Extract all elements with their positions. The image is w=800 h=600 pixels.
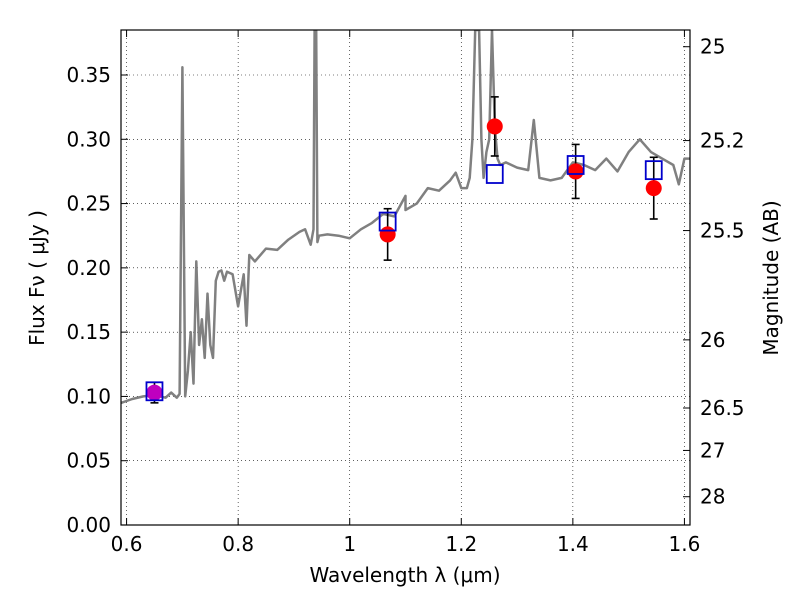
y2-tick-label: 25.2 xyxy=(700,129,745,153)
y2-tick-label: 26.5 xyxy=(700,396,745,420)
x-tick-label: 0.6 xyxy=(111,532,143,556)
axis-tick-labels: 0.6 0.8 1 1.2 1.4 1.6 0.00 0.05 0.10 0.15 0.20 0.25… xyxy=(66,35,744,556)
y-tick-label: 0.05 xyxy=(66,449,111,473)
y-axis-title: Flux Fν ( μJy ) xyxy=(25,210,49,346)
y2-axis-title: Magnitude (AB) xyxy=(759,200,783,355)
y2-tick-label: 28 xyxy=(700,485,725,509)
x-tick-label: 1 xyxy=(343,532,356,556)
y2-tick-label: 26 xyxy=(700,328,725,352)
y2-tick-label: 25 xyxy=(700,35,725,59)
y2-tick-label: 27 xyxy=(700,438,725,462)
model-square xyxy=(145,381,164,402)
y-tick-label: 0.35 xyxy=(66,63,111,87)
x-axis-title: Wavelength λ (μm) xyxy=(309,563,500,587)
x-tick-label: 1.6 xyxy=(669,532,701,556)
observed-point xyxy=(379,226,396,243)
model-square xyxy=(485,164,504,184)
model-square xyxy=(378,211,397,232)
x-tick-label: 0.8 xyxy=(222,532,254,556)
plot-frame xyxy=(120,29,691,526)
y-tick-label: 0.15 xyxy=(66,320,111,344)
observed-point xyxy=(146,384,163,401)
y2-tick-label: 25.5 xyxy=(700,219,745,243)
spectrum-line xyxy=(121,30,690,405)
observed-point xyxy=(486,118,503,135)
y-tick-label: 0.30 xyxy=(66,127,111,151)
plot-area xyxy=(121,30,690,405)
y-tick-label: 0.25 xyxy=(66,192,111,216)
observed-point xyxy=(567,163,584,180)
axis-ticks xyxy=(121,30,690,526)
y-tick-label: 0.00 xyxy=(66,513,111,537)
y-tick-label: 0.20 xyxy=(66,256,111,280)
observed-point xyxy=(645,180,662,197)
plot-border xyxy=(120,29,691,526)
y-tick-label: 0.10 xyxy=(66,384,111,408)
model-square xyxy=(566,155,585,175)
x-tick-label: 1.4 xyxy=(557,532,589,556)
x-tick-label: 1.2 xyxy=(445,532,477,556)
model-square xyxy=(644,160,663,181)
